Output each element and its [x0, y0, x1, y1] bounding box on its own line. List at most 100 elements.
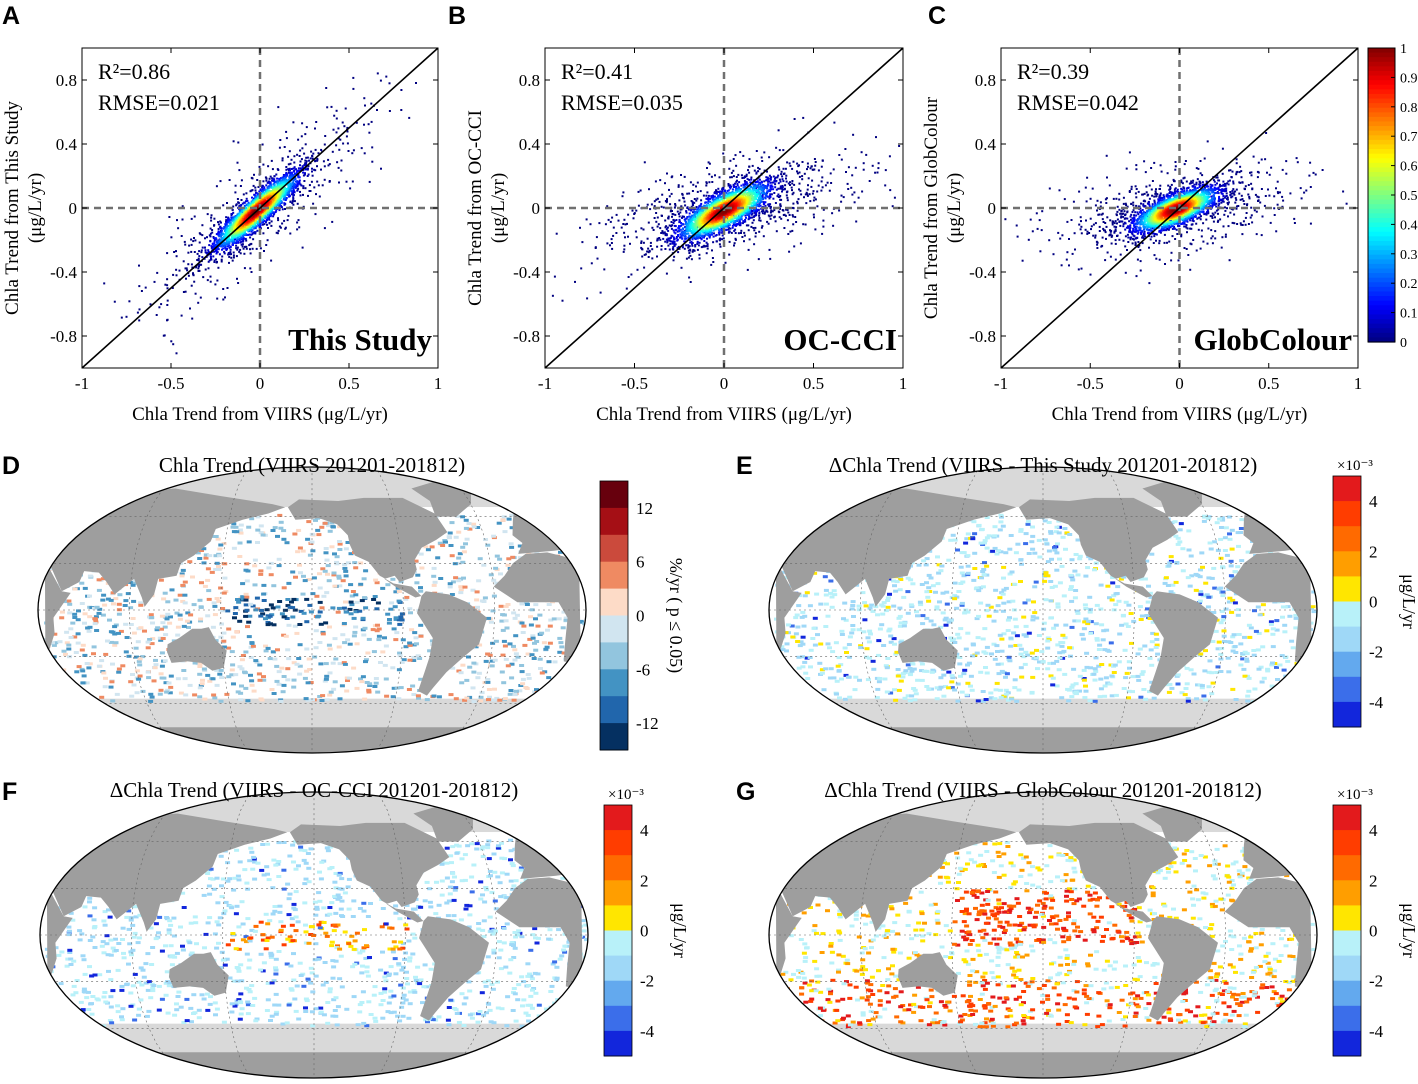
scatter-point	[671, 224, 674, 227]
scatter-point	[750, 225, 753, 228]
scatter-point	[705, 197, 708, 200]
scatter-point	[222, 247, 225, 250]
scatter-point	[674, 204, 677, 207]
scatter-point	[270, 220, 273, 223]
scatter-point	[313, 168, 316, 171]
scatter-point	[745, 216, 747, 219]
scatter-point	[346, 126, 349, 129]
scatter-point	[778, 211, 781, 214]
scatter-point	[792, 191, 795, 194]
scatter-point	[231, 235, 234, 237]
scatter-point	[238, 169, 241, 172]
scatter-point	[285, 130, 288, 133]
scatter-point	[749, 212, 751, 215]
scatter-point	[298, 182, 301, 185]
scatter-point	[688, 252, 691, 254]
scatter-point	[267, 187, 270, 190]
y-axis-label: (μg/L/yr)	[25, 173, 46, 243]
scatter-point	[284, 189, 287, 191]
scatter-point	[813, 168, 816, 171]
scatter-point	[215, 258, 217, 261]
scatter-point	[854, 166, 857, 169]
scatter-point	[209, 227, 212, 230]
scatter-point	[240, 240, 243, 243]
scatter-point	[742, 191, 744, 194]
scatter-point	[862, 168, 865, 171]
scatter-point	[216, 242, 219, 245]
scatter-point	[677, 213, 680, 215]
scatter-point	[261, 188, 264, 191]
scatter-point	[228, 240, 231, 243]
scatter-point	[708, 204, 711, 207]
scatter-point	[728, 186, 731, 188]
scatter-point	[769, 177, 772, 180]
scatter-point	[261, 217, 264, 220]
scatter-point	[679, 225, 681, 228]
scatter-point	[681, 216, 683, 219]
scatter-point	[230, 223, 233, 226]
scatter-point	[675, 228, 678, 231]
scatter-point	[219, 240, 222, 243]
scatter-point	[243, 234, 246, 236]
scatter-point	[635, 236, 638, 239]
scatter-point	[752, 187, 755, 190]
scatter-point	[702, 194, 705, 197]
scatter-point	[247, 225, 249, 228]
scatter-point	[786, 161, 789, 164]
scatter-point	[303, 180, 306, 182]
scatter-point	[275, 188, 278, 191]
scatter-point	[730, 231, 733, 234]
scatter-point	[800, 193, 803, 196]
scatter-point	[672, 229, 675, 232]
scatter-point	[697, 209, 700, 212]
scatter-point	[227, 216, 230, 219]
scatter-point	[222, 237, 224, 239]
scatter-point	[667, 215, 670, 218]
scatter-point	[659, 227, 662, 230]
scatter-point	[685, 228, 688, 231]
scatter-point	[184, 243, 187, 246]
scatter-point	[292, 167, 295, 170]
scatter-point	[222, 298, 225, 301]
scatter-point	[684, 218, 687, 221]
scatter-point	[299, 167, 302, 170]
scatter-point	[292, 203, 295, 206]
scatter-point	[650, 203, 653, 206]
scatter-point	[206, 236, 208, 239]
scatter-point	[690, 200, 693, 202]
scatter-point	[264, 176, 267, 179]
scatter-point	[761, 160, 764, 162]
scatter-point	[846, 182, 849, 185]
scatter-point	[740, 218, 743, 221]
scatter-point	[781, 209, 784, 211]
scatter-point	[240, 199, 243, 201]
scatter-point	[242, 193, 245, 196]
scatter-point	[801, 175, 804, 178]
scatter-point	[153, 280, 156, 283]
scatter-point	[261, 143, 264, 146]
scatter-point	[722, 237, 725, 240]
scatter-point	[239, 230, 242, 233]
scatter-point	[214, 283, 217, 286]
scatter-point	[234, 184, 237, 187]
scatter-point	[707, 202, 710, 205]
scatter-point	[257, 186, 260, 188]
scatter-point	[684, 234, 687, 237]
y-tick-label: -0.8	[50, 327, 77, 346]
scatter-point	[197, 257, 200, 260]
scatter-point	[175, 255, 178, 258]
scatter-point	[829, 172, 832, 175]
scatter-point	[757, 188, 760, 191]
scatter-point	[871, 164, 874, 167]
scatter-point	[212, 237, 215, 240]
scatter-point	[696, 181, 699, 184]
scatter-point	[306, 156, 309, 159]
scatter-point	[367, 123, 370, 126]
scatter-point	[665, 228, 668, 231]
scatter-point	[371, 146, 374, 149]
scatter-point	[692, 204, 694, 207]
scatter-point	[732, 188, 734, 191]
scatter-point	[742, 220, 745, 223]
scatter-point	[745, 173, 748, 176]
scatter-point	[672, 236, 675, 239]
